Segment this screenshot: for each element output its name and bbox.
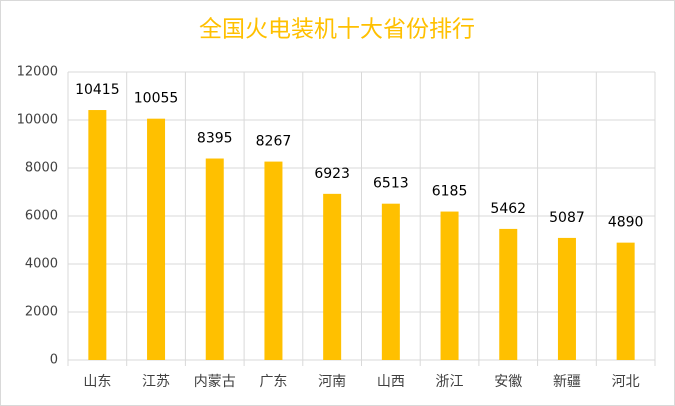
data-label: 10055 [134,91,179,107]
x-tick-label: 河南 [318,374,346,390]
x-tick-label: 江苏 [142,374,170,390]
bar [557,237,576,360]
y-tick-label: 4000 [25,257,58,272]
bar [323,193,342,360]
bar [616,242,635,360]
data-label: 5087 [549,210,585,226]
x-tick-label: 安徽 [494,374,522,390]
y-tick-label: 8000 [25,161,58,176]
x-tick-label: 广东 [259,374,287,390]
x-tick-label: 河北 [612,374,640,390]
y-tick-label: 2000 [25,305,58,320]
y-tick-label: 12000 [17,65,58,80]
bar [88,110,107,360]
data-label: 10415 [75,82,120,98]
y-tick-label: 0 [50,353,58,368]
x-tick-label: 新疆 [553,374,581,390]
data-label: 6923 [314,166,350,182]
chart-title: 全国火电装机十大省份排行 [199,17,475,43]
x-tick-label: 浙江 [436,374,464,390]
bar [264,161,283,360]
bar [205,158,224,360]
y-tick-label: 10000 [17,113,58,128]
data-label: 8395 [197,131,233,147]
y-tick-label: 6000 [25,209,58,224]
x-tick-label: 山西 [377,374,405,390]
data-label: 6513 [373,176,409,192]
bar [147,118,166,361]
bar [440,211,459,360]
data-label: 8267 [256,134,292,150]
data-label: 5462 [490,201,526,217]
bar [381,203,400,360]
x-tick-label: 山东 [83,374,111,390]
bar [499,228,518,360]
data-label: 4890 [608,215,644,231]
x-tick-label: 内蒙古 [194,374,236,390]
data-label: 6185 [432,184,468,200]
